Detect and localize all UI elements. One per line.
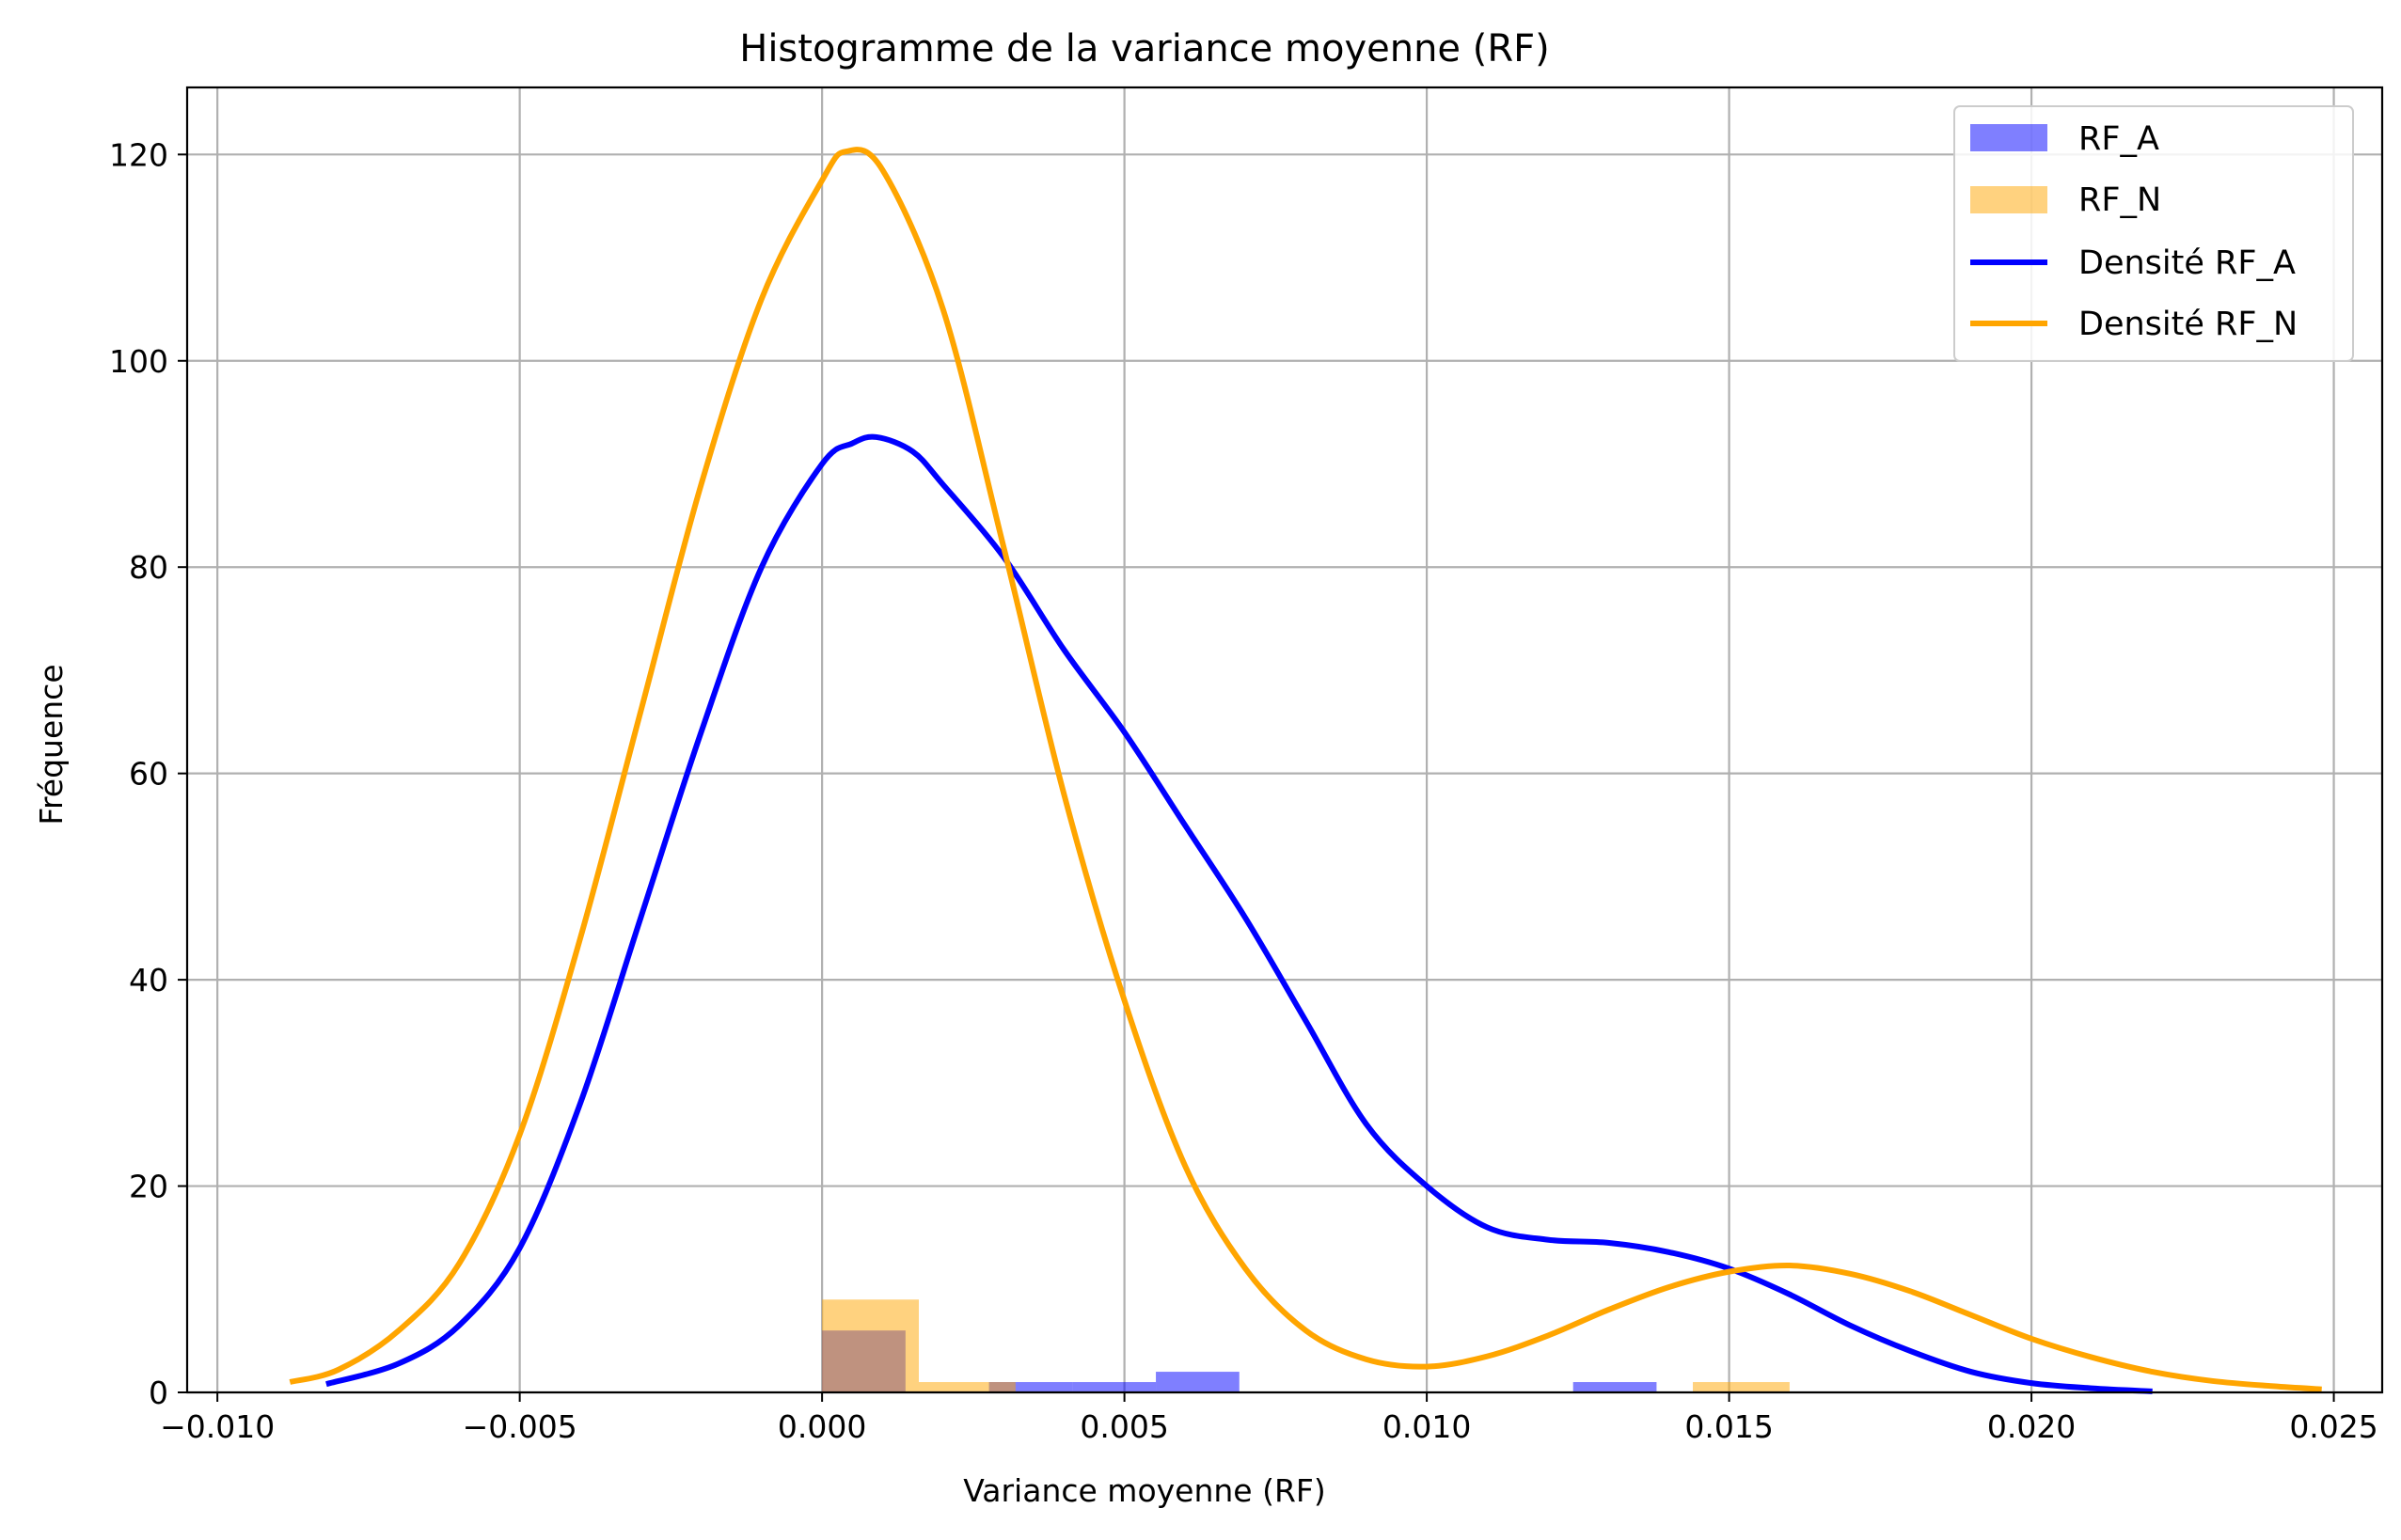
y-tick-label: 20 xyxy=(129,1169,168,1205)
x-tick-label: 0.010 xyxy=(1382,1408,1471,1445)
y-tick-label: 60 xyxy=(129,756,168,793)
x-tick-label: 0.015 xyxy=(1684,1408,1773,1445)
legend-label-density-rf-a: Densité RF_A xyxy=(2078,244,2296,282)
histogram-bar-rf-a xyxy=(1156,1372,1240,1392)
histogram-bar-rf-n xyxy=(1693,1382,1790,1392)
y-axis-label: Fréquence xyxy=(33,664,70,825)
legend-label-rf-a: RF_A xyxy=(2078,120,2159,158)
histogram-bars xyxy=(822,1299,1790,1392)
y-tick-label: 80 xyxy=(129,549,168,586)
histogram-bar-rf-a xyxy=(1072,1382,1157,1392)
histogram-bar-rf-n xyxy=(822,1299,919,1392)
histogram-bar-rf-a xyxy=(988,1382,1073,1392)
y-tick-label: 100 xyxy=(109,343,168,380)
legend: RF_A RF_N Densité RF_A Densité RF_N xyxy=(1953,105,2354,362)
plot-frame xyxy=(185,86,2384,1394)
density-line-densite-rf-a xyxy=(325,433,2153,1394)
chart-title: Histogramme de la variance moyenne (RF) xyxy=(739,27,1550,71)
legend-label-density-rf-n: Densité RF_N xyxy=(2078,306,2298,343)
x-tick-label: 0.020 xyxy=(1987,1408,2076,1445)
density-line-densite-rf-n xyxy=(289,147,2322,1392)
x-tick-label: −0.010 xyxy=(160,1408,275,1445)
x-axis-label: Variance moyenne (RF) xyxy=(963,1472,1326,1509)
histogram-bar-rf-n xyxy=(919,1382,1016,1392)
legend-swatch-rf-n xyxy=(1970,186,2047,213)
x-tick-label: 0.000 xyxy=(778,1408,866,1445)
axis-ticks: −0.010 −0.005 0.000 0.005 0.010 0.015 0.020 0.0… xyxy=(109,136,2378,1445)
x-tick-label: 0.005 xyxy=(1080,1408,1168,1445)
y-tick-label: 0 xyxy=(149,1375,168,1411)
histogram-bar-rf-a xyxy=(1572,1382,1657,1392)
x-tick-label: −0.005 xyxy=(463,1408,577,1445)
density-curves xyxy=(289,147,2322,1394)
legend-box xyxy=(1953,105,2354,362)
x-tick-label: 0.025 xyxy=(2289,1408,2377,1445)
y-tick-label: 120 xyxy=(109,136,168,173)
legend-label-rf-n: RF_N xyxy=(2078,181,2161,219)
y-tick-label: 40 xyxy=(129,962,168,998)
legend-swatch-rf-a xyxy=(1970,124,2047,151)
